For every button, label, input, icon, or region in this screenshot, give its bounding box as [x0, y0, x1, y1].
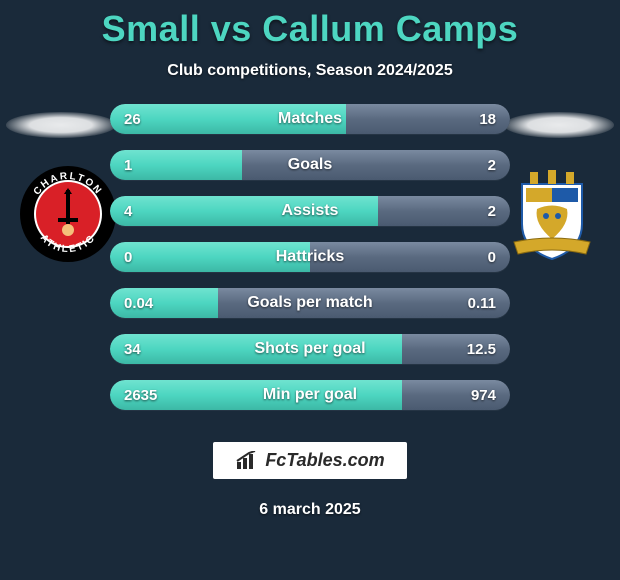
stat-value-right: 2 [488, 150, 496, 180]
stat-value-right: 974 [471, 380, 496, 410]
footer-date: 6 march 2025 [0, 501, 620, 519]
club-crest-left: CHARLTON ATHLETIC [18, 164, 118, 264]
stat-label: Goals per match [110, 288, 510, 318]
stat-bar: 0Hattricks0 [110, 242, 510, 272]
comparison-subtitle: Club competitions, Season 2024/2025 [0, 62, 620, 80]
stat-value-right: 0 [488, 242, 496, 272]
stat-value-right: 12.5 [467, 334, 496, 364]
stat-label: Goals [110, 150, 510, 180]
comparison-area: CHARLTON ATHLETIC 26Matches18 1Goals2 4Ass… [0, 104, 620, 424]
watermark-text: FcTables.com [265, 450, 384, 471]
stat-label: Shots per goal [110, 334, 510, 364]
stat-label: Assists [110, 196, 510, 226]
spotlight-left [6, 112, 116, 138]
club-crest-right [502, 164, 602, 264]
stat-bar: 4Assists2 [110, 196, 510, 226]
stat-bar: 0.04Goals per match0.11 [110, 288, 510, 318]
chart-icon [235, 451, 259, 471]
stat-bar: 26Matches18 [110, 104, 510, 134]
watermark-container: FcTables.com [0, 442, 620, 479]
watermark: FcTables.com [213, 442, 406, 479]
spotlight-right [504, 112, 614, 138]
stat-value-right: 0.11 [468, 288, 496, 318]
stat-label: Min per goal [110, 380, 510, 410]
stat-bar: 2635Min per goal974 [110, 380, 510, 410]
stat-value-right: 2 [488, 196, 496, 226]
stat-bar: 34Shots per goal12.5 [110, 334, 510, 364]
stat-bar: 1Goals2 [110, 150, 510, 180]
stat-value-right: 18 [479, 104, 496, 134]
comparison-title: Small vs Callum Camps [0, 0, 620, 50]
stat-bars: 26Matches18 1Goals2 4Assists2 0Hattricks0 0.… [110, 104, 510, 426]
stat-label: Matches [110, 104, 510, 134]
stat-label: Hattricks [110, 242, 510, 272]
